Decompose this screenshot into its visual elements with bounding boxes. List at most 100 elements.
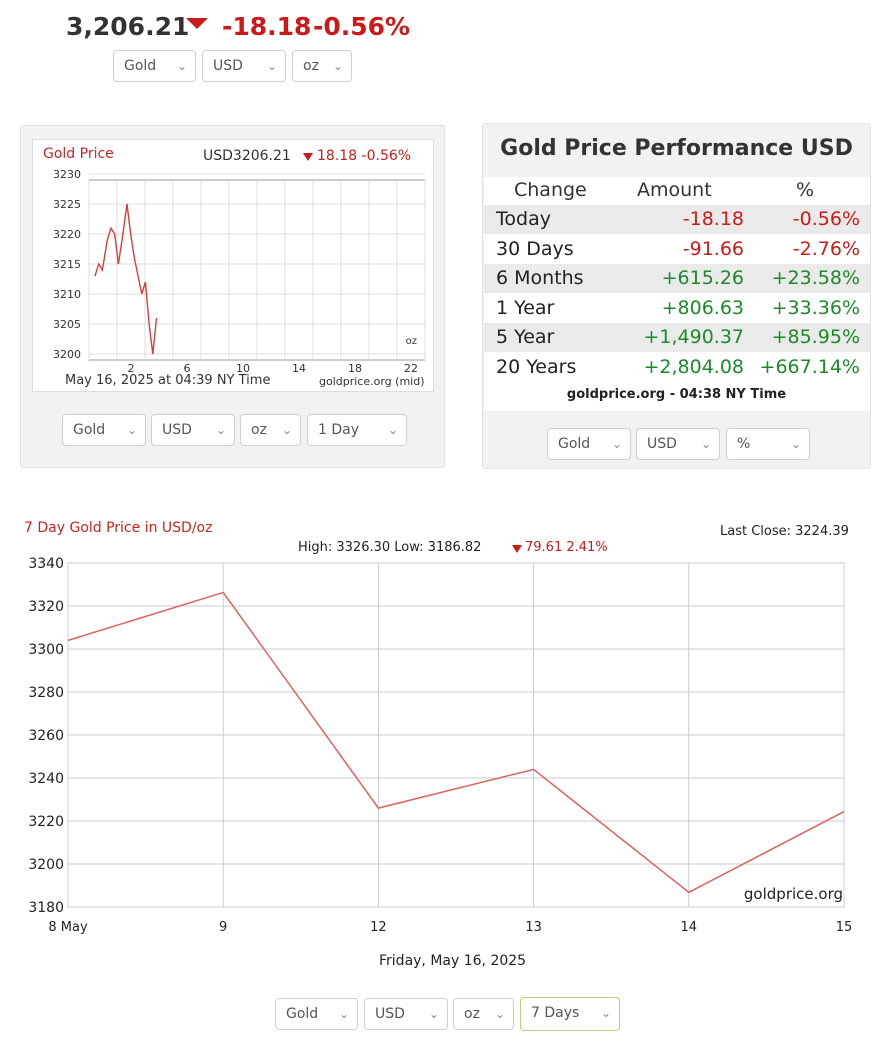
big-unit-select[interactable]: oz ⌄ [453, 998, 514, 1030]
small-metal-select[interactable]: Gold ⌄ [62, 414, 146, 446]
chevron-down-icon: ⌄ [126, 423, 137, 437]
small-x-tick: 22 [404, 362, 418, 375]
big-price-line [67, 591, 845, 894]
small-y-tick: 3210 [53, 288, 81, 301]
chevron-down-icon: ⌄ [611, 437, 622, 451]
performance-row-amount: -91.66 [682, 237, 744, 260]
small-period-select[interactable]: 1 Day ⌄ [307, 414, 407, 446]
big-x-tick: 9 [219, 920, 227, 935]
header-metal-select[interactable]: Gold ⌄ [113, 50, 196, 82]
perf-unit-select[interactable]: % ⌄ [726, 428, 810, 460]
performance-header-change: Change [514, 179, 587, 201]
small-chart-change: 18.18 -0.56% [317, 148, 412, 164]
small-y-tick: 3205 [53, 318, 81, 331]
performance-row-label: 30 Days [496, 237, 574, 260]
big-down-arrow-icon [512, 545, 522, 553]
performance-row-label: 6 Months [496, 267, 584, 289]
chevron-down-icon: ⌄ [387, 423, 398, 437]
performance-panel: Gold Price Performance USD Change Amount… [482, 123, 871, 469]
big-x-tick: 15 [836, 920, 853, 935]
perf-metal-select[interactable]: Gold ⌄ [547, 428, 631, 460]
big-y-tick: 3320 [28, 599, 64, 615]
big-period-select[interactable]: 7 Days ⌄ [520, 997, 620, 1031]
small-x-tick: 10 [236, 362, 250, 375]
small-down-arrow-icon [303, 153, 313, 161]
header-unit-select[interactable]: oz ⌄ [292, 50, 352, 82]
chevron-down-icon: ⌄ [266, 59, 277, 73]
perf-currency-select[interactable]: USD ⌄ [636, 428, 720, 460]
performance-footer: goldprice.org - 04:38 NY Time [566, 387, 787, 402]
performance-header-amount: Amount [637, 179, 712, 201]
performance-row-amount: +615.26 [661, 267, 744, 289]
small-price-line [94, 203, 158, 355]
performance-row: 5 Year +1,490.37 +85.95% [484, 323, 870, 352]
small-chart-box: Gold Price USD3206.21 18.18 -0.56% 3230 3… [32, 139, 434, 392]
performance-row: Today -18.18 -0.56% [484, 205, 870, 234]
small-chart-price: USD3206.21 [203, 148, 291, 164]
performance-header-pct: % [796, 179, 815, 201]
big-x-tick: 14 [681, 920, 698, 935]
performance-row-amount: +806.63 [661, 296, 744, 319]
small-currency-select[interactable]: USD ⌄ [151, 414, 235, 446]
header-price: 3,206.21 [66, 12, 190, 41]
small-chart-date: May 16, 2025 at 04:39 NY Time [65, 373, 271, 388]
small-chart-svg: 3230 3225 3220 3215 3210 3205 3200 2 6 10 14 18 22 oz [53, 168, 426, 375]
big-currency-select[interactable]: USD ⌄ [364, 998, 448, 1030]
small-y-tick: 3220 [53, 228, 81, 241]
performance-row-pct: +667.14% [759, 355, 860, 378]
performance-row: 1 Year +806.63 +33.36% [484, 294, 870, 323]
big-x-tick: 8 May [48, 920, 88, 935]
small-chart-source: goldprice.org (mid) [319, 375, 425, 388]
chevron-down-icon: ⌄ [332, 59, 343, 73]
small-chart-title: Gold Price [43, 146, 114, 162]
performance-row-label: Today [496, 208, 551, 230]
performance-row: 20 Years +2,804.08 +667.14% [484, 353, 870, 382]
performance-row-amount: +1,490.37 [643, 326, 744, 348]
performance-row-label: 5 Year [496, 326, 555, 348]
performance-row: 6 Months +615.26 +23.58% [484, 264, 870, 293]
chevron-down-icon: ⌄ [176, 59, 187, 73]
performance-row-pct: -2.76% [792, 237, 860, 260]
small-unit-select[interactable]: oz ⌄ [240, 414, 301, 446]
performance-row-pct: +33.36% [771, 296, 860, 319]
chevron-down-icon: ⌄ [700, 437, 711, 451]
small-x-tick: 6 [184, 362, 191, 375]
small-y-tick: 3230 [53, 168, 81, 181]
down-arrow-icon [186, 18, 208, 29]
chevron-down-icon: ⌄ [281, 423, 292, 437]
small-unit-label: oz [406, 336, 417, 347]
big-chart-change: 79.61 2.41% [525, 540, 608, 555]
performance-row-amount: +2,804.08 [643, 355, 744, 378]
big-chart-last-close: Last Close: 3224.39 [720, 524, 849, 539]
performance-row-pct: +23.58% [771, 267, 860, 289]
big-y-tick: 3300 [28, 642, 64, 658]
small-y-tick: 3215 [53, 258, 81, 271]
performance-title: Gold Price Performance USD [500, 136, 853, 161]
big-metal-select[interactable]: Gold ⌄ [275, 998, 358, 1030]
chevron-down-icon: ⌄ [215, 423, 226, 437]
performance-row-label: 20 Years [496, 355, 577, 378]
small-chart-panel: Gold Price USD3206.21 18.18 -0.56% 3230 3… [20, 125, 445, 468]
chevron-down-icon: ⌄ [494, 1007, 505, 1021]
performance-row: 30 Days -91.66 -2.76% [484, 235, 870, 264]
big-chart-svg: 3340 3320 3300 3280 3260 3240 3220 3200 3180 8 Ma… [28, 556, 853, 935]
big-x-tick: 12 [370, 920, 387, 935]
header-currency-select[interactable]: USD ⌄ [202, 50, 286, 82]
performance-row-amount: -18.18 [682, 208, 744, 230]
chevron-down-icon: ⌄ [428, 1007, 439, 1021]
small-x-tick: 18 [348, 362, 362, 375]
performance-row-label: 1 Year [496, 296, 555, 319]
big-y-tick: 3220 [28, 814, 64, 830]
big-x-tick: 13 [525, 920, 542, 935]
performance-row-pct: +85.95% [771, 326, 860, 348]
chevron-down-icon: ⌄ [600, 1006, 611, 1020]
big-y-tick: 3180 [28, 900, 64, 916]
small-y-tick: 3225 [53, 198, 81, 211]
small-x-tick: 14 [292, 362, 306, 375]
header-change: -18.18 [222, 12, 312, 41]
small-y-tick: 3200 [53, 348, 81, 361]
big-y-tick: 3240 [28, 771, 64, 787]
big-y-tick: 3260 [28, 728, 64, 744]
big-chart-watermark: goldprice.org [744, 885, 843, 903]
big-chart-high-low: High: 3326.30 Low: 3186.82 [298, 540, 482, 555]
